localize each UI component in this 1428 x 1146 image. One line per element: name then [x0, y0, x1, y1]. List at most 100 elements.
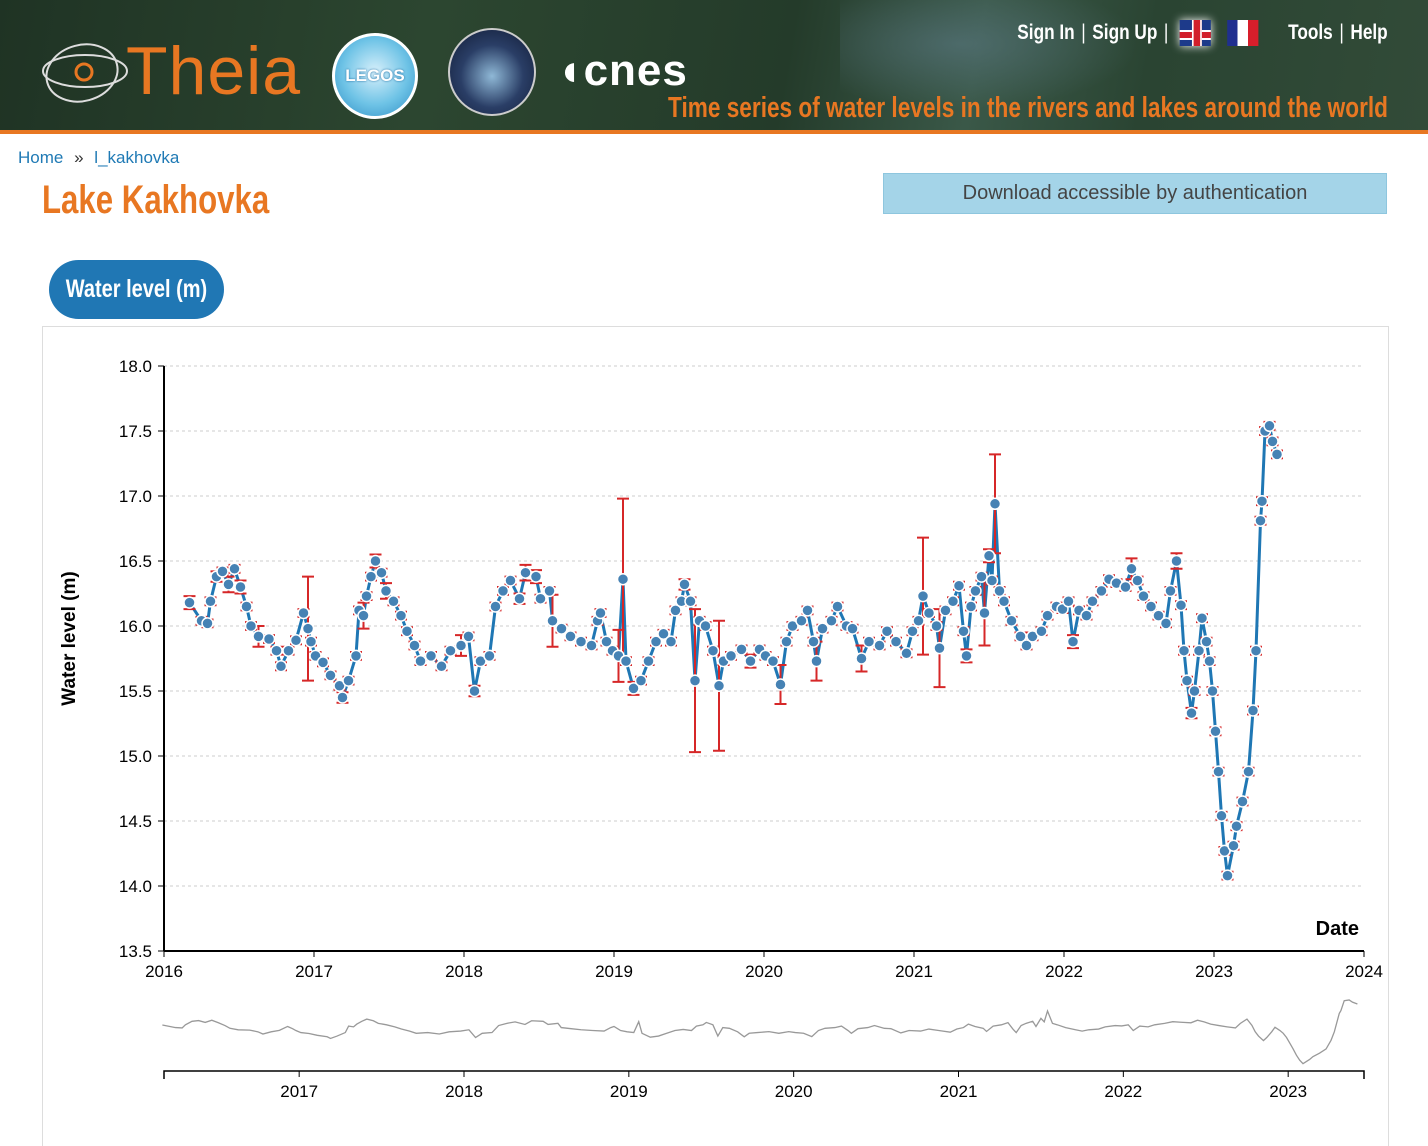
data-point — [204, 595, 217, 608]
data-point — [657, 627, 670, 641]
data-point — [985, 574, 999, 587]
data-point — [831, 600, 844, 613]
sign-up-link[interactable]: Sign Up — [1092, 21, 1158, 44]
overview-x-tick-label: 2017 — [280, 1082, 318, 1101]
x-axis-label: Date — [1316, 918, 1359, 940]
data-point — [1242, 765, 1255, 778]
english-flag-icon[interactable] — [1180, 20, 1212, 46]
x-tick-label: 2024 — [1345, 962, 1383, 981]
data-point — [1209, 725, 1222, 738]
data-point — [1270, 448, 1284, 461]
hydroweb-logo[interactable] — [448, 28, 536, 116]
data-point — [993, 584, 1006, 598]
data-point — [795, 614, 808, 628]
data-point — [274, 660, 288, 673]
header-background — [840, 0, 1140, 110]
data-point — [1195, 611, 1209, 625]
data-point — [1014, 630, 1027, 643]
data-point — [997, 595, 1011, 608]
help-link[interactable]: Help — [1350, 21, 1388, 44]
data-point — [454, 639, 468, 652]
y-tick-label: 15.5 — [119, 682, 152, 701]
data-point — [766, 654, 780, 668]
data-point — [585, 639, 598, 652]
data-point — [1180, 674, 1194, 687]
data-point — [810, 654, 823, 668]
data-point — [534, 592, 547, 605]
data-point — [304, 635, 318, 648]
data-point — [240, 600, 253, 613]
data-point — [324, 669, 337, 682]
overview-x-tick-label: 2018 — [445, 1082, 483, 1101]
data-point — [574, 635, 588, 648]
data-point — [336, 691, 349, 704]
data-point — [369, 554, 382, 568]
data-point — [912, 614, 925, 628]
data-point — [513, 592, 526, 605]
breadcrumb-home[interactable]: Home — [18, 148, 64, 167]
data-point — [889, 635, 903, 648]
data-point — [468, 684, 481, 698]
data-point — [316, 656, 330, 669]
data-point — [846, 622, 859, 635]
data-point — [1263, 419, 1276, 433]
data-point — [1170, 554, 1183, 568]
overview-x-tick-label: 2022 — [1104, 1082, 1142, 1101]
overview-x-tick-label: 2021 — [940, 1082, 978, 1101]
cnes-logo[interactable]: ◖cnes — [556, 46, 688, 95]
theia-wordmark: Theia — [126, 33, 302, 109]
data-point — [862, 635, 876, 648]
data-point — [952, 579, 966, 592]
data-point — [1041, 609, 1054, 622]
y-tick-label: 15.0 — [119, 747, 152, 766]
data-point — [1215, 809, 1228, 823]
x-tick-label: 2019 — [595, 962, 633, 981]
data-point — [1174, 598, 1188, 612]
data-point — [678, 578, 691, 591]
data-point — [1227, 839, 1240, 852]
tab-label: Water level (m) — [65, 275, 208, 303]
data-point — [825, 614, 838, 628]
nav-separator: | — [1081, 21, 1087, 44]
theia-logo[interactable]: Theia — [40, 36, 301, 106]
data-point — [933, 641, 946, 655]
data-point — [1137, 589, 1150, 603]
data-point — [1177, 644, 1191, 657]
data-point — [801, 604, 814, 617]
french-flag-icon[interactable] — [1227, 20, 1259, 46]
data-point — [543, 584, 556, 598]
sign-in-link[interactable]: Sign In — [1017, 21, 1076, 44]
overview-line — [162, 999, 1358, 1065]
tab-water-level[interactable]: Water level (m) — [49, 260, 224, 319]
data-point — [774, 678, 787, 691]
data-point — [600, 635, 613, 648]
breadcrumb-current[interactable]: l_kakhovka — [94, 148, 180, 167]
data-point — [1266, 435, 1279, 448]
data-point — [222, 578, 235, 591]
data-point — [1035, 624, 1048, 638]
tools-link[interactable]: Tools — [1288, 21, 1334, 44]
data-point — [489, 600, 502, 613]
x-tick-label: 2022 — [1045, 962, 1083, 981]
data-point — [634, 674, 648, 687]
download-button[interactable]: Download accessible by authentication — [883, 173, 1387, 214]
data-point — [301, 622, 315, 635]
data-point — [807, 635, 820, 648]
data-point — [546, 614, 559, 628]
data-point — [1200, 635, 1213, 648]
data-point — [435, 660, 448, 673]
water-level-chart[interactable]: 13.5 14.0 14.5 15.0 15.5 16.0 16.5 17.0 17.5 18.0… — [43, 327, 1390, 1130]
legos-logo[interactable]: LEGOS — [332, 33, 418, 119]
data-point — [1249, 644, 1263, 657]
data-point — [627, 682, 640, 695]
data-point — [1125, 562, 1138, 576]
data-point — [873, 639, 886, 652]
data-point — [1230, 819, 1243, 833]
data-point — [1144, 600, 1158, 613]
data-point — [1192, 644, 1206, 657]
data-point — [216, 565, 229, 578]
data-point — [724, 649, 738, 663]
data-point — [744, 654, 757, 668]
data-point — [1236, 795, 1249, 808]
data-point — [252, 630, 265, 643]
